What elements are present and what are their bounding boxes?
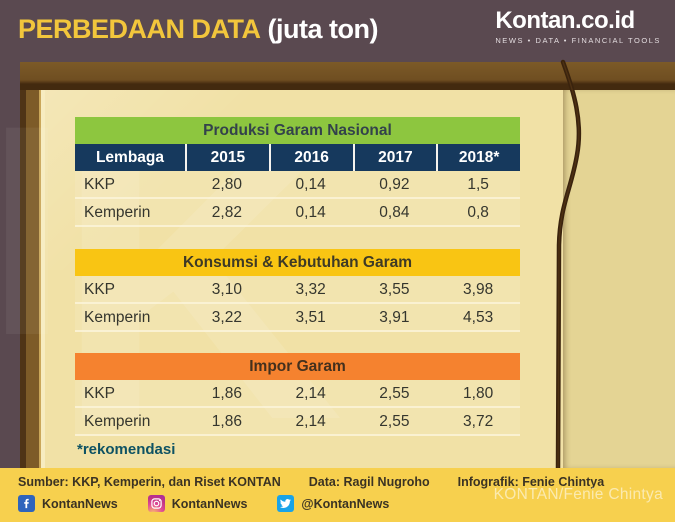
cell-value: 0,92: [379, 176, 410, 193]
cell-value: 2,14: [295, 413, 326, 430]
page-title-unit: (juta ton): [267, 14, 379, 44]
instagram-account: KontanNews: [147, 495, 248, 512]
photo-credit-watermark: KONTAN/Fenie Chintya: [493, 486, 663, 503]
cell-value: 0,8: [467, 204, 489, 221]
twitter-icon: [277, 495, 295, 512]
table-row-kemperin: Kemperin 1,86 2,14 2,55 3,72: [75, 408, 520, 436]
table-konsumsi-garam: Konsumsi & Kebutuhan Garam KKP 3,10 3,32…: [75, 249, 520, 332]
cell-value: 2,55: [379, 385, 410, 402]
table-title-produksi: Produksi Garam Nasional: [75, 117, 520, 144]
twitter-account: @KontanNews: [277, 495, 389, 512]
section-gap: [75, 227, 520, 249]
facebook-account: KontanNews: [18, 495, 118, 512]
cell-value: 3,72: [463, 413, 494, 430]
row-label: KKP: [84, 281, 116, 298]
table-impor-garam: Impor Garam KKP 1,86 2,14 2,55 1,80 Kemp…: [75, 353, 520, 436]
notebook-top-edge: [20, 62, 675, 90]
column-header-2016: 2016: [268, 144, 353, 171]
cell-value: 3,51: [295, 309, 326, 326]
cell-value: 1,80: [463, 385, 494, 402]
table-produksi-garam: Produksi Garam Nasional Lembaga 2015 201…: [75, 117, 520, 227]
row-label: KKP: [84, 176, 116, 193]
row-label: Kemperin: [84, 309, 151, 326]
row-label: Kemperin: [84, 413, 151, 430]
header-bar: PERBEDAAN DATA (juta ton) Kontan.co.id NE…: [0, 0, 675, 62]
kontan-logo-text: Kontan.co.id: [495, 7, 635, 34]
cell-value: 3,10: [211, 281, 242, 298]
column-header-2018: 2018*: [436, 144, 520, 171]
section-gap: [75, 332, 520, 353]
table-row-kkp: KKP 1,86 2,14 2,55 1,80: [75, 380, 520, 408]
footer-bar: Sumber: KKP, Kemperin, dan Riset KONTAN …: [0, 468, 675, 522]
cell-value: 3,55: [379, 281, 410, 298]
instagram-icon: [147, 495, 165, 512]
cell-value: 3,22: [211, 309, 242, 326]
cell-value: 0,84: [379, 204, 410, 221]
twitter-handle: @KontanNews: [301, 496, 390, 511]
instagram-handle: KontanNews: [171, 496, 248, 511]
notebook-spine: [20, 62, 45, 468]
row-label: Kemperin: [84, 204, 151, 221]
cell-value: 0,14: [295, 176, 326, 193]
table-row-kemperin: Kemperin 2,82 0,14 0,84 0,8: [75, 199, 520, 227]
kontan-logo-tagline: NEWS • DATA • FINANCIAL TOOLS: [495, 36, 661, 45]
table-row-kkp: KKP 3,10 3,32 3,55 3,98: [75, 276, 520, 304]
data-tables: Produksi Garam Nasional Lembaga 2015 201…: [75, 117, 520, 458]
page-right-edge: [563, 90, 675, 468]
cell-value: 2,82: [211, 204, 242, 221]
column-header-2015: 2015: [185, 144, 269, 171]
cell-value: 2,55: [379, 413, 410, 430]
footnote-rekomendasi: *rekomendasi: [77, 441, 176, 458]
social-line: KontanNews KontanNews @KontanNews: [18, 495, 675, 512]
cell-value: 1,86: [211, 385, 242, 402]
table-title-konsumsi: Konsumsi & Kebutuhan Garam: [75, 249, 520, 276]
credits-line: Sumber: KKP, Kemperin, dan Riset KONTAN …: [18, 475, 675, 489]
cell-value: 2,80: [211, 176, 242, 193]
table-row-kkp: KKP 2,80 0,14 0,92 1,5: [75, 171, 520, 199]
row-label: KKP: [84, 385, 116, 402]
cell-value: 3,98: [463, 281, 494, 298]
cell-value: 2,14: [295, 385, 326, 402]
column-header-row: Lembaga 2015 2016 2017 2018*: [75, 144, 520, 171]
facebook-handle: KontanNews: [42, 496, 118, 511]
table-row-kemperin: Kemperin 3,22 3,51 3,91 4,53: [75, 304, 520, 332]
cell-value: 1,86: [211, 413, 242, 430]
facebook-icon: [18, 495, 35, 512]
column-header-2017: 2017: [352, 144, 437, 171]
credit-data: Data: Ragil Nugroho: [308, 475, 430, 489]
kontan-logo: Kontan.co.id NEWS • DATA • FINANCIAL TOO…: [495, 7, 661, 46]
credit-infografik: Infografik: Fenie Chintya: [457, 475, 605, 489]
credit-sumber: Sumber: KKP, Kemperin, dan Riset KONTAN: [18, 475, 281, 489]
column-header-lembaga: Lembaga: [95, 149, 165, 166]
cell-value: 4,53: [463, 309, 494, 326]
table-title-impor: Impor Garam: [75, 353, 520, 380]
page-title-main: PERBEDAAN DATA: [18, 14, 261, 44]
cell-value: 0,14: [295, 204, 326, 221]
cell-value: 3,32: [295, 281, 326, 298]
page-title: PERBEDAAN DATA (juta ton): [18, 14, 378, 45]
cell-value: 3,91: [379, 309, 410, 326]
cell-value: 1,5: [467, 176, 489, 193]
